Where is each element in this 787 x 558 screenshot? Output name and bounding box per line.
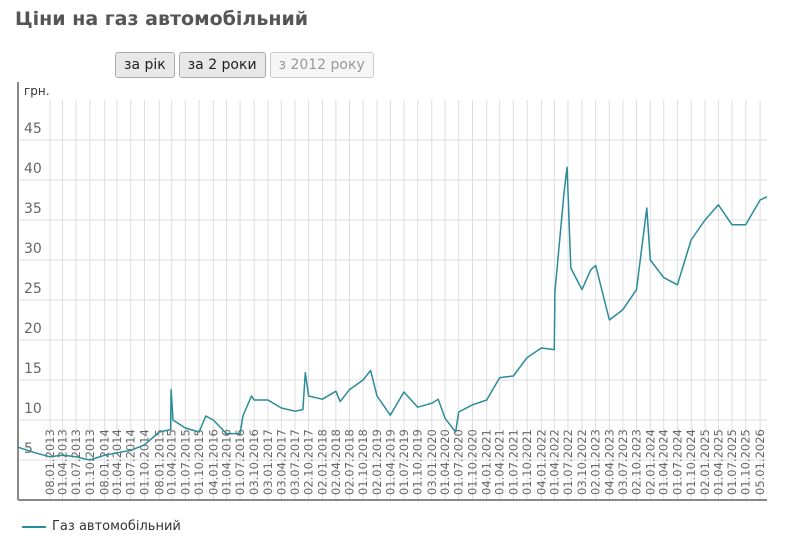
x-tick-label: 01.07.2013 — [69, 429, 83, 495]
x-tick-label: 01.04.2013 — [55, 429, 69, 495]
legend-swatch — [22, 525, 46, 528]
x-tick-label: 02.10.2023 — [630, 429, 644, 495]
x-tick-label: 01.07.2014 — [124, 429, 138, 495]
x-tick-label: 01.04.2022 — [547, 429, 561, 495]
x-tick-label: 01.07.2025 — [725, 429, 739, 495]
x-tick-label: 08.01.2013 — [43, 429, 57, 495]
x-tick-label: 01.04.2015 — [165, 429, 179, 495]
x-tick-label: 01.07.2024 — [670, 429, 684, 495]
x-tick-label: 01.04.2014 — [110, 429, 124, 495]
legend-label: Газ автомобільний — [52, 519, 181, 534]
x-tick-label: 01.10.2014 — [137, 429, 151, 495]
x-tick-label: 01.10.2020 — [465, 429, 479, 495]
y-tick-label: 35 — [24, 201, 42, 217]
x-tick-label: 02.01.2024 — [643, 429, 657, 495]
x-tick-label: 01.04.2016 — [219, 429, 233, 495]
x-tick-label: 01.10.2018 — [356, 429, 370, 495]
x-tick-label: 02.07.2018 — [342, 429, 356, 495]
x-tick-label: 01.04.2019 — [383, 429, 397, 495]
x-tick-label: 01.10.2025 — [739, 429, 753, 495]
x-tick-label: 01.07.2019 — [397, 429, 411, 495]
y-tick-label: 20 — [24, 321, 42, 337]
x-tick-label: 02.04.2018 — [329, 429, 343, 495]
x-tick-label: 01.04.2025 — [711, 429, 725, 495]
y-tick-label: 25 — [24, 281, 42, 297]
y-tick-label: 40 — [24, 161, 42, 177]
x-tick-label: 01.10.2015 — [192, 429, 206, 495]
x-tick-label: 03.07.2017 — [288, 429, 302, 495]
y-tick-label: 45 — [24, 121, 42, 137]
x-tick-label: 04.01.2016 — [206, 429, 220, 495]
y-tick-label: 15 — [24, 361, 42, 377]
x-tick-label: 03.04.2017 — [274, 429, 288, 495]
x-tick-label: 01.07.2022 — [561, 429, 575, 495]
since-2012-button[interactable]: з 2012 року — [269, 52, 374, 78]
y-tick-label: 5 — [24, 441, 33, 457]
x-tick-label: 01.04.2024 — [657, 429, 671, 495]
x-tick-label: 01.10.2013 — [83, 429, 97, 495]
page-title: Ціни на газ автомобільний — [15, 8, 309, 30]
x-tick-label: 01.10.2024 — [684, 429, 698, 495]
x-tick-label: 01.07.2020 — [452, 429, 466, 495]
x-tick-label: 02.01.2019 — [370, 429, 384, 495]
x-tick-label: 03.01.2020 — [425, 429, 439, 495]
x-tick-label: 01.07.2015 — [178, 429, 192, 495]
x-tick-label: 02.01.2018 — [315, 429, 329, 495]
x-tick-label: 01.04.2020 — [438, 429, 452, 495]
x-tick-label: 03.10.2016 — [247, 429, 261, 495]
x-tick-label: 01.07.2016 — [233, 429, 247, 495]
x-tick-label: 02.01.2023 — [589, 429, 603, 495]
x-tick-label: 08.01.2015 — [152, 429, 166, 495]
x-tick-label: 03.07.2023 — [616, 429, 630, 495]
x-tick-label: 03.01.2017 — [261, 429, 275, 495]
x-tick-label: 04.01.2022 — [534, 429, 548, 495]
x-tick-label: 04.04.2023 — [602, 429, 616, 495]
range-buttons: за рік за 2 роки з 2012 року — [115, 52, 374, 78]
x-tick-label: 01.04.2021 — [493, 429, 507, 495]
x-tick-label: 03.10.2022 — [575, 429, 589, 495]
x-tick-label: 04.01.2021 — [480, 429, 494, 495]
x-tick-label: 05.01.2026 — [753, 429, 767, 495]
x-tick-label: 01.10.2021 — [520, 429, 534, 495]
x-tick-label: 01.07.2021 — [506, 429, 520, 495]
x-tick-label: 02.01.2025 — [698, 429, 712, 495]
y-tick-label: 30 — [24, 241, 42, 257]
legend[interactable]: Газ автомобільний — [22, 519, 181, 534]
two-years-button[interactable]: за 2 роки — [178, 52, 266, 78]
one-year-button[interactable]: за рік — [115, 52, 175, 78]
y-tick-label: 10 — [24, 401, 42, 417]
x-tick-label: 01.10.2019 — [411, 429, 425, 495]
y-axis-label: грн. — [24, 84, 50, 98]
x-tick-label: 02.10.2017 — [302, 429, 316, 495]
x-tick-label: 08.01.2014 — [98, 429, 112, 495]
series-line — [17, 166, 768, 461]
